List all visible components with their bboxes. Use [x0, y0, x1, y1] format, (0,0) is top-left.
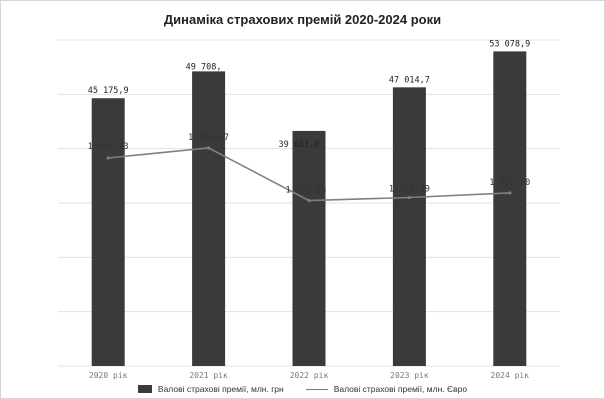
line-point — [407, 195, 411, 200]
line-point — [207, 146, 211, 150]
line-value-label: 1 188,49 — [389, 185, 430, 195]
legend-item-bar: Валові страхові премії, млн. грн — [137, 384, 284, 394]
line-value-label: 1 467,23 — [88, 142, 129, 152]
line-point — [307, 198, 311, 203]
bar — [392, 87, 426, 366]
x-tick-label: 2024 рік — [491, 371, 530, 380]
line-point — [508, 191, 512, 195]
legend-swatch-bar — [137, 385, 152, 393]
line-series — [106, 146, 512, 203]
bar-series — [91, 51, 527, 367]
bar — [91, 98, 125, 367]
bar-value-label: 39 661,0 — [279, 140, 320, 150]
line-value-label: 1 221,00 — [489, 178, 530, 188]
legend-swatch-line — [305, 388, 328, 390]
legend: Валові страхові премії, млн. грн Валові … — [0, 384, 605, 394]
line-value-label: 1 167,14 — [286, 186, 327, 196]
x-tick-label: 2023 рік — [390, 371, 429, 380]
legend-label-line: Валові страхові премії, млн. Євро — [333, 384, 468, 394]
line-value-label: 1 538,47 — [188, 133, 229, 143]
x-tick-label: 2021 рік — [189, 371, 228, 380]
bar-value-label: 45 175,9 — [88, 86, 129, 96]
bar — [493, 51, 527, 367]
x-tick-label: 2020 рік — [89, 371, 128, 380]
legend-item-line: Валові страхові премії, млн. Євро — [305, 384, 468, 394]
bar-value-label: 49 708, — [186, 62, 222, 72]
bar-value-label: 53 078,9 — [489, 39, 530, 49]
line-point — [106, 156, 110, 160]
legend-label-bar: Валові страхові премії, млн. грн — [157, 384, 284, 394]
data-labels: 45 175,9 49 708, 39 661,0 47 014,7 53 078,9 1… — [88, 39, 531, 195]
x-tick-label: 2022 рік — [290, 371, 329, 380]
x-axis-ticks: 2020 рік 2021 рік 2022 рік 2023 рік 2024 рік — [89, 371, 529, 380]
bar — [292, 130, 326, 366]
chart-title: Динаміка страхових премій 2020-2024 роки — [163, 12, 442, 27]
bar — [192, 71, 226, 366]
bar-value-label: 47 014,7 — [389, 75, 430, 85]
